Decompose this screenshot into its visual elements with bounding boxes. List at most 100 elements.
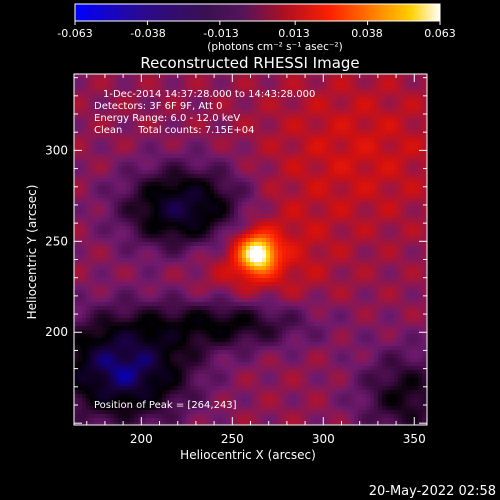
heatmap-cell [78,246,83,251]
heatmap-cell [82,122,87,127]
heatmap-cell [186,274,191,279]
heatmap-cell [174,226,179,231]
heatmap-cell [222,210,227,215]
heatmap-cell [82,198,87,203]
heatmap-cell [118,86,123,91]
heatmap-cell [370,130,375,135]
heatmap-cell [386,186,391,191]
heatmap-cell [122,86,127,91]
heatmap-cell [194,246,199,251]
heatmap-cell [254,158,259,163]
heatmap-cell [94,198,99,203]
heatmap-cell [330,274,335,279]
heatmap-cell [198,250,203,255]
heatmap-cell [194,186,199,191]
heatmap-cell [222,294,227,299]
heatmap-cell [418,274,423,279]
heatmap-cell [102,290,107,295]
heatmap-cell [122,186,127,191]
heatmap-cell [98,122,103,127]
heatmap-cell [98,218,103,223]
heatmap-cell [90,178,95,183]
heatmap-cell [82,134,87,139]
heatmap-cell [134,186,139,191]
heatmap-cell [210,274,215,279]
heatmap-cell [166,130,171,135]
heatmap-cell [406,158,411,163]
heatmap-cell [398,222,403,227]
heatmap-cell [182,110,187,115]
heatmap-cell [90,182,95,187]
heatmap-cell [382,218,387,223]
heatmap-cell [362,182,367,187]
heatmap-cell [154,122,159,127]
heatmap-cell [366,282,371,287]
heatmap-cell [206,210,211,215]
heatmap-cell [138,286,143,291]
heatmap-cell [94,98,99,103]
heatmap-cell [334,130,339,135]
heatmap-cell [222,258,227,263]
heatmap-cell [294,194,299,199]
heatmap-cell [302,226,307,231]
heatmap-cell [102,106,107,111]
heatmap-cell [338,90,343,95]
heatmap-cell [422,214,427,219]
heatmap-cell [310,78,315,83]
heatmap-cell [202,146,207,151]
heatmap-cell [306,82,311,87]
heatmap-cell [142,110,147,115]
heatmap-cell [374,230,379,235]
heatmap-cell [186,134,191,139]
heatmap-cell [106,242,111,247]
heatmap-cell [106,290,111,295]
heatmap-cell [354,138,359,143]
heatmap-cell [326,202,331,207]
heatmap-cell [142,202,147,207]
heatmap-cell [418,166,423,171]
heatmap-cell [118,294,123,299]
heatmap-cell [226,162,231,167]
heatmap-cell [346,126,351,131]
heatmap-cell [126,162,131,167]
heatmap-cell [374,94,379,99]
heatmap-cell [138,202,143,207]
heatmap-cell [242,158,247,163]
heatmap-cell [126,214,131,219]
heatmap-cell [210,254,215,259]
heatmap-cell [250,154,255,159]
chart-title: Reconstructed RHESSI Image [140,54,359,72]
heatmap-cell [270,166,275,171]
heatmap-cell [178,198,183,203]
heatmap-cell [334,250,339,255]
heatmap-cell [190,206,195,211]
heatmap-cell [174,286,179,291]
heatmap-cell [158,154,163,159]
heatmap-cell [98,74,103,79]
heatmap-cell [174,130,179,135]
heatmap-cell [146,294,151,299]
heatmap-cell [246,174,251,179]
heatmap-cell [74,218,79,223]
heatmap-cell [94,226,99,231]
heatmap-cell [102,182,107,187]
heatmap-cell [362,174,367,179]
heatmap-cell [166,146,171,151]
heatmap-cell [138,126,143,131]
heatmap-cell [362,290,367,295]
heatmap-cell [218,266,223,271]
heatmap-cell [386,122,391,127]
heatmap-cell [406,222,411,227]
heatmap-cell [366,94,371,99]
heatmap-cell [294,166,299,171]
heatmap-cell [138,98,143,103]
heatmap-cell [106,118,111,123]
heatmap-cell [210,206,215,211]
heatmap-cell [134,214,139,219]
heatmap-cell [238,238,243,243]
heatmap-cell [238,234,243,239]
heatmap-cell [202,138,207,143]
heatmap-cell [322,102,327,107]
heatmap-cell [234,190,239,195]
heatmap-cell [146,290,151,295]
